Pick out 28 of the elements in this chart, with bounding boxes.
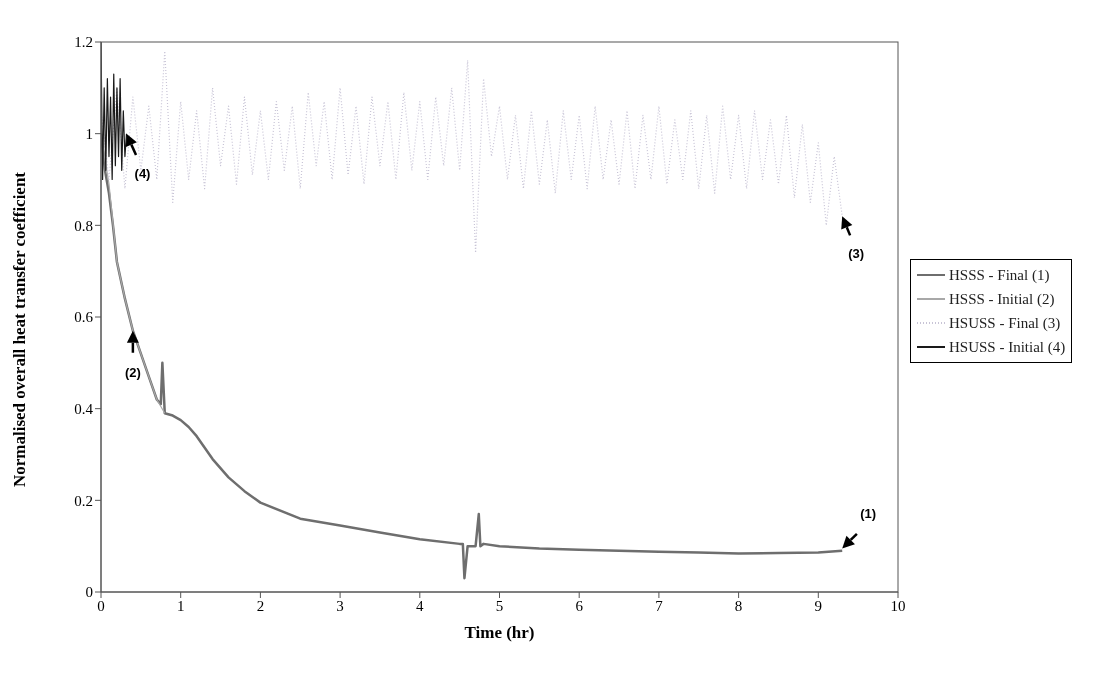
x-tick-label: 7 xyxy=(655,597,664,614)
legend-label: HSSS - Final (1) xyxy=(949,266,1050,285)
x-tick-label: 10 xyxy=(890,597,906,614)
x-tick-label: 0 xyxy=(97,597,105,614)
annotation: (1) xyxy=(860,506,877,522)
y-tick-label: 0.8 xyxy=(74,217,93,234)
legend-label: HSSS - Initial (2) xyxy=(949,290,1055,309)
x-tick-label: 1 xyxy=(176,597,185,614)
y-tick-label: 0 xyxy=(85,584,93,601)
annotation: (3) xyxy=(848,246,865,262)
legend-label: HSUSS - Initial (4) xyxy=(949,338,1066,357)
annotation: (2) xyxy=(124,364,141,380)
x-tick-label: 9 xyxy=(814,597,823,614)
x-tick-label: 6 xyxy=(575,597,584,614)
x-tick-label: 8 xyxy=(734,597,743,614)
y-tick-label: 1 xyxy=(85,125,93,142)
x-tick-label: 2 xyxy=(256,597,265,614)
y-tick-label: 0.6 xyxy=(74,309,94,326)
annotation: (4) xyxy=(134,165,151,181)
y-tick-label: 1.2 xyxy=(74,34,93,51)
y-tick-label: 0.2 xyxy=(74,492,93,509)
x-tick-label: 5 xyxy=(495,597,504,614)
x-axis-title: Time (hr) xyxy=(464,623,535,642)
legend-label: HSUSS - Final (3) xyxy=(949,314,1061,333)
y-axis-title: Normalised overall heat transfer coefficient xyxy=(10,171,30,487)
x-tick-label: 3 xyxy=(336,597,344,614)
y-tick-label: 0.4 xyxy=(74,400,94,417)
x-tick-label: 4 xyxy=(416,597,425,614)
